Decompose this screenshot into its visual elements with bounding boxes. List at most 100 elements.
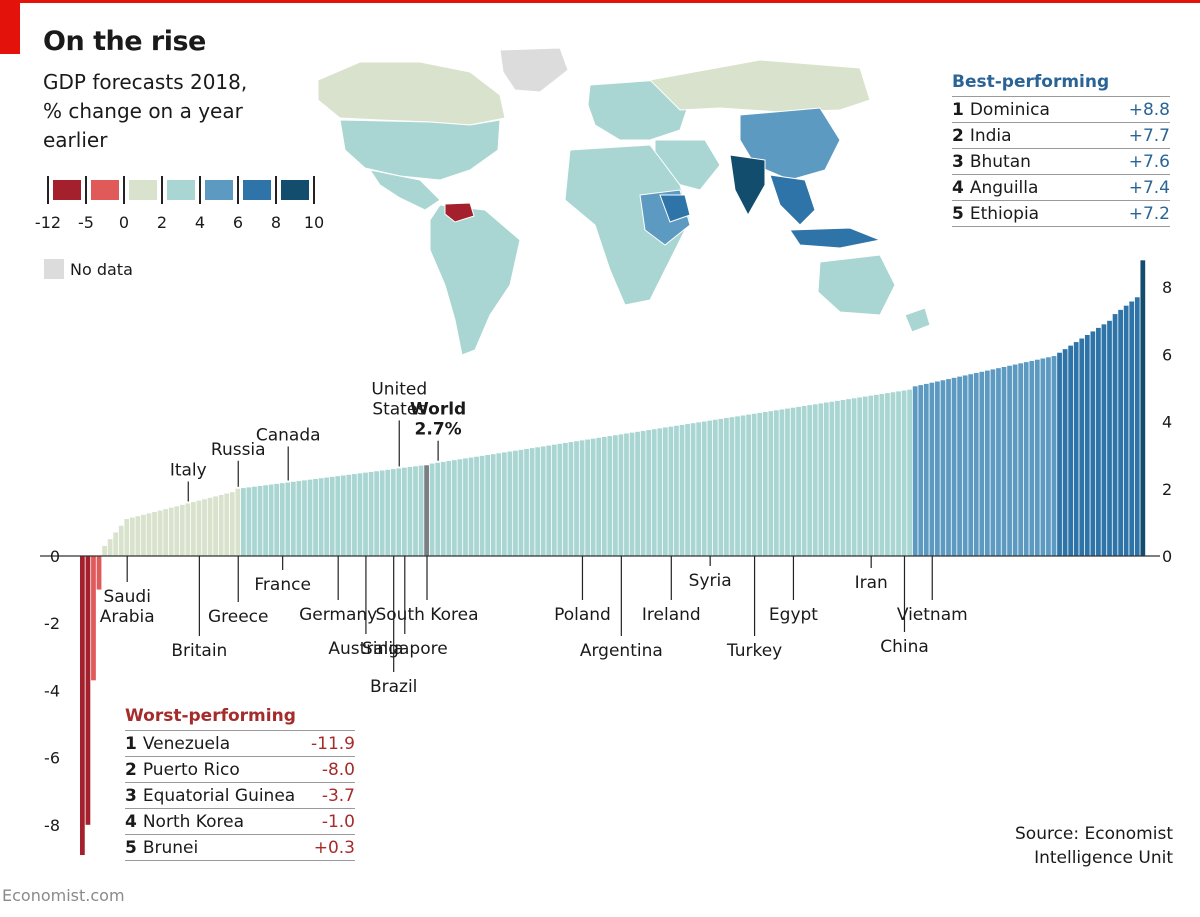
bar xyxy=(1046,357,1051,556)
bar xyxy=(379,470,385,556)
bar xyxy=(274,483,280,556)
bar xyxy=(1007,365,1012,556)
bar xyxy=(1096,327,1101,556)
bar xyxy=(812,404,818,556)
bar xyxy=(885,393,890,556)
legend-swatch xyxy=(205,180,233,200)
bar xyxy=(740,415,746,556)
top-rule xyxy=(0,0,1200,3)
bar xyxy=(141,514,146,556)
worst-rank: 5 xyxy=(125,837,137,858)
worst-row: 5 Brunei +0.3 xyxy=(125,834,355,861)
worst-value: -11.9 xyxy=(311,733,355,754)
bar xyxy=(696,422,702,556)
bar xyxy=(157,510,163,556)
annotation-label: Poland xyxy=(554,605,611,625)
bar xyxy=(235,488,241,556)
no-data-legend: No data xyxy=(44,259,133,279)
bar xyxy=(901,390,907,556)
bar xyxy=(635,431,640,556)
bar xyxy=(613,435,618,556)
bar xyxy=(296,481,302,556)
bar xyxy=(107,539,113,556)
bar xyxy=(352,474,357,556)
bar xyxy=(80,556,85,856)
bar xyxy=(290,481,296,556)
bar xyxy=(962,375,968,556)
annotation-label: Vietnam xyxy=(897,605,968,625)
y-tick-label-right: 0 xyxy=(1162,547,1172,566)
legend-label: 0 xyxy=(119,213,129,232)
bar xyxy=(968,374,974,556)
bar xyxy=(984,370,990,556)
bar xyxy=(835,400,840,556)
y-tick-label-left: -2 xyxy=(44,614,60,633)
bar xyxy=(890,392,896,556)
bar xyxy=(129,517,135,556)
bar xyxy=(213,496,218,556)
bar xyxy=(840,399,846,556)
bar xyxy=(118,525,124,556)
bar xyxy=(746,414,751,556)
bar xyxy=(540,446,546,556)
bar xyxy=(229,492,235,556)
bar xyxy=(624,433,629,556)
annotation-label: South Korea xyxy=(375,605,478,625)
bar xyxy=(957,376,962,556)
bar xyxy=(851,398,857,556)
bar xyxy=(679,424,685,556)
bar xyxy=(563,442,568,556)
bar xyxy=(318,478,324,556)
bar xyxy=(457,459,463,556)
map-canada xyxy=(317,61,506,126)
annotation-label: Greece xyxy=(208,607,269,627)
worst-heading: Worst-performing xyxy=(125,706,296,726)
bar xyxy=(846,399,851,556)
bar xyxy=(590,438,596,556)
bar xyxy=(313,478,318,556)
chart-title: On the rise xyxy=(43,26,206,57)
bar xyxy=(496,453,502,556)
bar xyxy=(501,452,507,556)
bar xyxy=(329,476,335,556)
bar xyxy=(451,460,457,556)
annotation-label: Argentina xyxy=(580,641,663,661)
legend-swatch xyxy=(243,180,271,200)
map-india xyxy=(729,154,766,217)
bar xyxy=(418,465,424,556)
bar xyxy=(507,451,513,556)
y-tick-label-left: 0 xyxy=(50,547,60,566)
bar xyxy=(285,482,291,556)
bar xyxy=(685,424,690,556)
bar xyxy=(324,477,330,556)
map-mexico xyxy=(368,169,441,211)
bar xyxy=(1062,349,1068,556)
bar xyxy=(485,455,491,556)
source-note: Source: Economist Intelligence Unit xyxy=(1015,824,1173,868)
bar xyxy=(241,488,246,556)
annotation-label: United xyxy=(371,379,427,399)
bar xyxy=(585,439,590,556)
y-tick-label-right: 4 xyxy=(1162,413,1172,432)
best-value: +7.7 xyxy=(1128,125,1170,146)
bar xyxy=(996,368,1001,556)
bar xyxy=(873,394,879,556)
bar xyxy=(879,393,885,556)
bar xyxy=(1051,356,1057,556)
bar xyxy=(596,437,602,556)
bar xyxy=(896,391,901,556)
bar xyxy=(912,386,918,556)
bar xyxy=(513,450,518,556)
bar xyxy=(718,418,724,556)
bar xyxy=(85,556,91,825)
bar xyxy=(1090,331,1096,556)
bar xyxy=(385,469,391,556)
bar xyxy=(923,383,929,556)
annotation-label: Russia xyxy=(211,440,266,460)
bar xyxy=(374,471,380,556)
bar xyxy=(568,442,574,556)
bar xyxy=(979,371,985,556)
bar xyxy=(446,461,452,556)
bar xyxy=(196,500,202,556)
bar xyxy=(435,462,441,556)
